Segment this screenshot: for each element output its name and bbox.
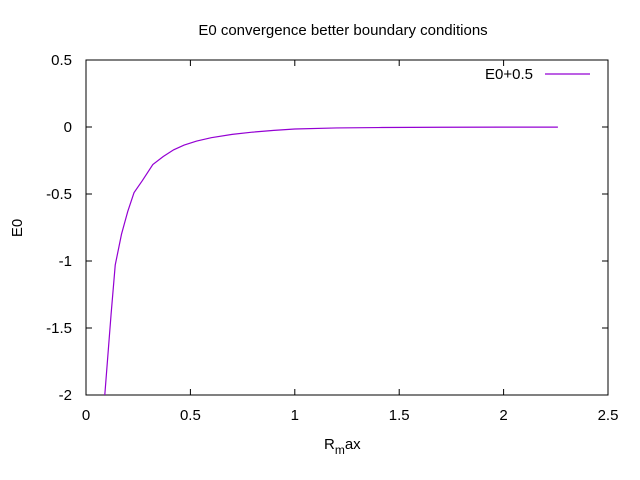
- plot-frame: [85, 59, 609, 396]
- legend: E0+0.5: [485, 66, 590, 83]
- y-tick-label: 0: [64, 119, 72, 136]
- series-layer: [104, 126, 558, 396]
- x-tick-label: 0: [82, 407, 90, 424]
- y-tick-label: -2: [59, 387, 72, 404]
- y-axis-label: E0: [9, 219, 26, 237]
- x-axis-label-subscript: m: [335, 443, 345, 457]
- y-tick-label: -1: [59, 253, 72, 270]
- x-tick-label: 2.5: [598, 407, 619, 424]
- y-tick-label: -1.5: [46, 320, 72, 337]
- x-tick-label: 2: [499, 407, 507, 424]
- x-tick-label: 1.5: [389, 407, 410, 424]
- x-tick-label: 0.5: [180, 407, 201, 424]
- y-tick-label: -0.5: [46, 186, 72, 203]
- x-tick-label: 1: [291, 407, 299, 424]
- series-line: [104, 126, 558, 396]
- x-axis-label-base: R: [324, 436, 335, 453]
- x-axis-ticks: 0 0.5 1 1.5 2 2.5: [82, 60, 619, 424]
- y-tick-label: 0.5: [51, 52, 72, 69]
- legend-label: E0+0.5: [485, 66, 533, 83]
- y-axis-ticks: 0.5 0 -0.5 -1 -1.5 -2: [46, 52, 608, 404]
- chart-title: E0 convergence better boundary condition…: [198, 22, 487, 39]
- x-axis-label: Rmax: [324, 436, 361, 457]
- x-axis-label-rest: ax: [345, 436, 361, 453]
